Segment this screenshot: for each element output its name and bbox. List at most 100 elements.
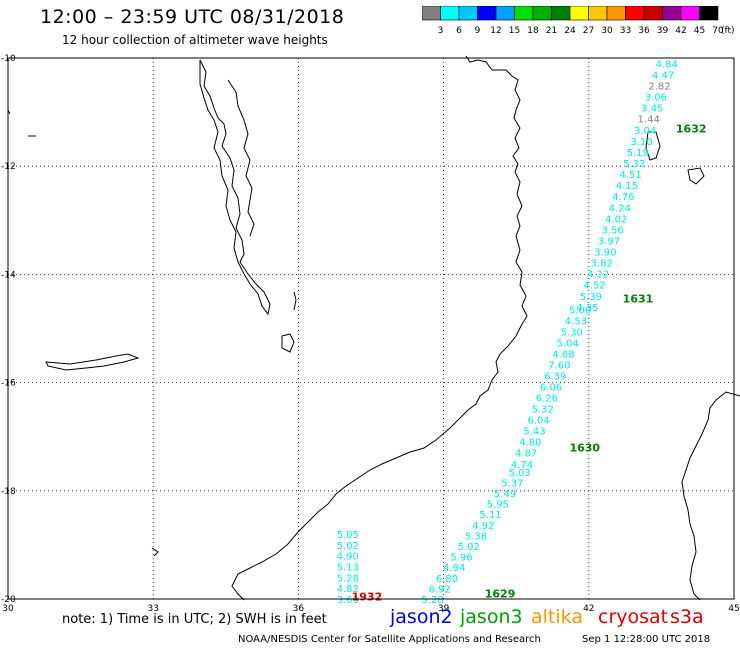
swh-label: 4.53 [565,317,587,328]
footer-note: note: 1) Time is in UTC; 2) SWH is in fe… [62,612,327,627]
swh-color-legend: 3 6 9 12 15 18 21 24 27 30 33 36 39 42 45 70(ft) [422,6,735,36]
swh-label: 5.38 [465,531,487,542]
colorbar-tick-label: 39 [657,26,669,36]
swh-label: 4.80 [519,438,541,449]
swh-label: 5.32 [532,405,554,416]
swh-label: 5.11 [479,510,501,521]
lake-malawi-east [227,79,255,237]
x-tick-label: 33 [147,604,158,614]
x-tick-label: 45 [728,604,739,614]
map-title: 12:00 – 23:59 UTC 08/31/2018 [40,6,345,28]
swh-label: 6.26 [536,394,558,405]
lat-lon-grid [8,58,734,599]
x-tick-label: 36 [293,604,305,614]
swh-label: 4.88 [552,350,574,361]
colorbar-tick-label: 24 [564,26,576,36]
swh-label: 5.30 [561,328,583,339]
pass-number-label: 1631 [623,293,654,306]
lake-malawi-outline [199,59,271,316]
colorbar-tick-label: 18 [527,26,539,36]
swh-label: 5.49 [494,489,516,500]
swh-label: 6.06 [540,383,562,394]
swh-label: 6.04 [527,416,549,427]
colorbar-tick-label: 42 [675,26,686,36]
swh-label: 5.00 [569,306,591,317]
swh-label: 3.06 [645,93,667,104]
swh-label: 4.22 [587,270,609,281]
swh-label: 6.39 [544,372,566,383]
swh-label: 4.24 [609,203,631,214]
x-tick-label: 30 [2,604,14,614]
swh-label: 5.43 [523,427,545,438]
colorbar-tick-label: 6 [456,26,462,36]
colorbar-tick-label: 45 [694,26,705,36]
swh-label: 4.92 [472,521,494,532]
swh-label: 5.32 [623,159,645,170]
swh-label: 5.13 [337,563,359,574]
swh-label: 4.35 [576,303,598,314]
swh-label: 3.45 [641,104,663,115]
swh-label: 3.69 [337,595,359,606]
colorbar-swatch [699,6,719,21]
map-frame [7,57,735,600]
swh-label: 3.82 [591,259,613,270]
colorbar-tick-label: 33 [620,26,631,36]
swh-label: 4.87 [515,449,537,460]
colorbar-tick-label: 12 [490,26,501,36]
colorbar-tick-label: 70 [712,26,724,36]
y-tick-label: -16 [1,379,16,389]
lake-small-1 [293,291,297,311]
y-tick-label: -18 [1,487,16,497]
swh-label: 5.37 [501,478,523,489]
lake-small-4 [151,547,159,557]
coastline [7,55,740,601]
swh-label: 4.94 [443,563,465,574]
swh-label: 5.02 [458,542,480,553]
satellite-legend-jason3: jason3 [460,606,523,628]
swh-label: 5.96 [450,553,472,564]
colorbar-tick-label: 9 [475,26,481,36]
colorbar-units: (ft) [721,26,735,36]
madagascar-coastline [681,391,740,601]
swh-label: 5.02 [337,541,359,552]
pass-number-label: 1629 [485,588,516,601]
swh-label: 5.39 [580,292,602,303]
y-tick-label: -20 [1,595,16,605]
satellite-legend-altika: altika [531,606,583,628]
swh-label: 7.60 [548,361,570,372]
y-tick-label: -12 [1,162,16,172]
grande-comore [645,131,661,161]
altimeter-tracks: 4.844.472.823.063.451.443.043.105.195.32… [337,59,707,606]
swh-label: 4.82 [337,584,359,595]
swh-label: 4.84 [656,59,678,70]
swh-label: 3.04 [634,126,656,137]
swh-label: 3.56 [601,225,623,236]
colorbar-tick-label: 21 [546,26,557,36]
y-tick-label: -14 [1,270,16,280]
x-tick-label: 39 [438,604,450,614]
swh-label: 1.44 [638,115,660,126]
swh-label: 3.97 [598,236,620,247]
satellite-legend-jason2: jason2 [390,606,453,628]
swh-label: 4.74 [511,460,533,471]
swh-label: 5.03 [508,468,530,479]
lake-chilwa [281,333,295,353]
generated-timestamp: Sep 1 12:28:00 UTC 2018 [582,634,711,645]
colorbar-tick-label: 15 [509,26,520,36]
swh-label: 5.19 [627,148,649,159]
pass-number-label: 1632 [676,122,707,135]
swh-label: 6.80 [436,574,458,585]
swh-label: 3.90 [594,248,616,259]
map-subtitle: 12 hour collection of altimeter wave hei… [62,33,328,47]
swh-label: 4.90 [337,552,359,563]
y-tick-label: -10 [1,54,16,64]
satellite-legend-s3a: s3a [670,606,704,628]
swh-label: 3.10 [630,137,652,148]
satellite-legend-cryosat: cryosat [598,606,669,628]
swh-label: 4.15 [616,181,638,192]
swh-label: 4.47 [652,70,674,81]
swh-label: 6.92 [429,584,451,595]
swh-label: 5.28 [421,595,443,606]
swh-label: 5.28 [337,573,359,584]
